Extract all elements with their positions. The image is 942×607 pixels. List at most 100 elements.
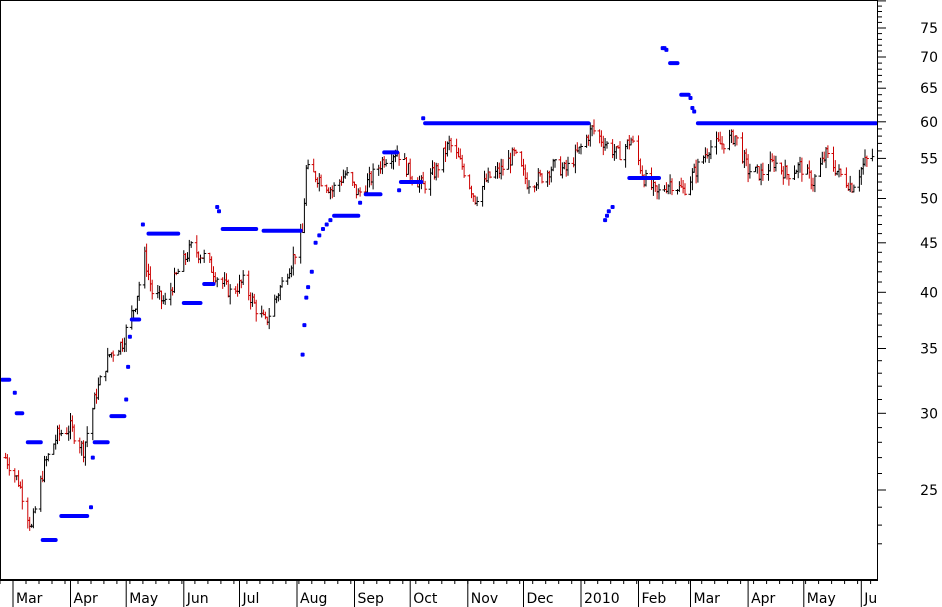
ohlc-bar — [311, 158, 316, 173]
ohlc-bar — [812, 174, 817, 193]
ohlc-bar — [825, 145, 830, 158]
stop-dot — [217, 209, 221, 214]
ohlc-bar — [241, 270, 246, 285]
ohlc-bar — [85, 426, 90, 448]
ohlc-bar — [527, 180, 531, 194]
stop-dot — [688, 96, 693, 100]
ohlc-bar — [449, 137, 454, 153]
ohlc-bar — [215, 277, 220, 288]
ohlc-bar — [20, 479, 25, 510]
stop-dot — [358, 200, 363, 205]
ohlc-bar — [228, 284, 233, 305]
ohlc-bar — [90, 407, 95, 441]
ohlc-bar — [773, 155, 778, 172]
ohlc-bar — [514, 149, 518, 155]
ohlc-bar — [267, 308, 272, 330]
ohlc-bar — [233, 286, 238, 294]
x-tick-label: Apr — [74, 591, 98, 607]
x-tick-label: Jul — [242, 591, 260, 607]
ohlc-bar — [332, 182, 337, 197]
ohlc-bar — [579, 143, 583, 155]
ohlc-bar — [319, 174, 324, 187]
ohlc-bar — [475, 196, 480, 207]
y-tick-label: 30 — [920, 406, 938, 422]
ohlc-bar — [150, 279, 155, 300]
ohlc-bar — [851, 184, 856, 193]
y-tick-label: 60 — [920, 115, 938, 131]
stop-dot — [690, 106, 695, 110]
ohlc-bar — [734, 135, 739, 146]
x-tick-label: Oct — [413, 591, 438, 607]
x-tick-label: May — [129, 591, 158, 607]
stop-dot — [664, 47, 669, 52]
stop-dot — [90, 455, 95, 460]
ohlc-bar — [46, 453, 51, 462]
stop-dot — [309, 269, 314, 274]
stop-dot — [324, 222, 329, 227]
stop-dot — [306, 285, 311, 290]
y-axis: 25 30 35 40 45 50 55 60 65 70 75 — [878, 0, 938, 545]
ohlc-bar — [163, 292, 168, 305]
ohlc-bar — [462, 163, 467, 178]
stop-dot — [300, 352, 305, 357]
ohlc-bar — [592, 119, 596, 135]
ohlc-bar — [760, 162, 765, 181]
ohlc-bar — [111, 350, 116, 362]
ohlc-bar — [423, 180, 428, 194]
stop-dot — [127, 334, 132, 339]
ohlc-bar — [488, 171, 492, 179]
stop-series — [0, 46, 879, 542]
ohlc-bar — [747, 163, 752, 179]
ohlc-bar — [605, 141, 609, 149]
ohlc-bar — [501, 159, 505, 176]
ohlc-bar — [105, 347, 110, 373]
x-tick-label: Apr — [751, 591, 775, 607]
ohlc-bar — [280, 277, 285, 288]
y-tick-label: 50 — [920, 192, 938, 208]
stop-dot — [126, 364, 131, 369]
stop-dot — [610, 205, 615, 209]
stop-dot — [397, 188, 402, 193]
ohlc-bar — [98, 375, 103, 386]
ohlc-bar — [72, 424, 77, 444]
stop-dot — [317, 233, 322, 238]
x-tick-label: May — [807, 591, 836, 607]
stop-dot — [603, 218, 608, 223]
ohlc-bar — [683, 183, 687, 196]
y-tick-label: 45 — [920, 236, 938, 252]
y-tick-label: 40 — [920, 285, 938, 301]
x-tick-label: Jun — [186, 591, 209, 607]
stop-dot — [606, 209, 611, 214]
ohlc-bar — [176, 268, 181, 274]
ohlc-bar — [12, 468, 17, 483]
ohlc-bar — [7, 457, 12, 476]
stop-dot — [605, 213, 609, 218]
ohlc-bar — [553, 159, 557, 168]
ohlc-bars — [3, 119, 875, 531]
ohlc-bar — [657, 183, 661, 200]
x-tick-label: 2010 — [584, 591, 620, 607]
stop-dot — [12, 390, 17, 395]
ohlc-bar — [137, 281, 142, 301]
ohlc-bar — [670, 178, 674, 196]
y-tick-label: 25 — [920, 483, 938, 499]
x-tick-label: Feb — [642, 591, 667, 607]
x-tick-label: Ju — [863, 591, 877, 607]
ohlc-bar — [870, 148, 875, 162]
ohlc-bar — [59, 429, 64, 437]
ohlc-bar — [721, 143, 726, 154]
stop-dot — [421, 116, 426, 121]
ohlc-bar — [371, 163, 376, 190]
stop-dot — [313, 240, 318, 245]
ohlc-bar — [124, 324, 129, 352]
ohlc-bar — [786, 174, 791, 186]
ohlc-bar — [33, 506, 38, 514]
ohlc-bar — [436, 163, 441, 178]
ohlc-bar — [202, 249, 207, 263]
ohlc-bar — [618, 141, 622, 161]
x-tick-label: Dec — [527, 591, 554, 607]
x-tick-label: Sep — [358, 591, 385, 607]
ohlc-bar — [358, 187, 363, 197]
stop-dot — [304, 295, 309, 300]
stop-dot — [302, 323, 307, 328]
